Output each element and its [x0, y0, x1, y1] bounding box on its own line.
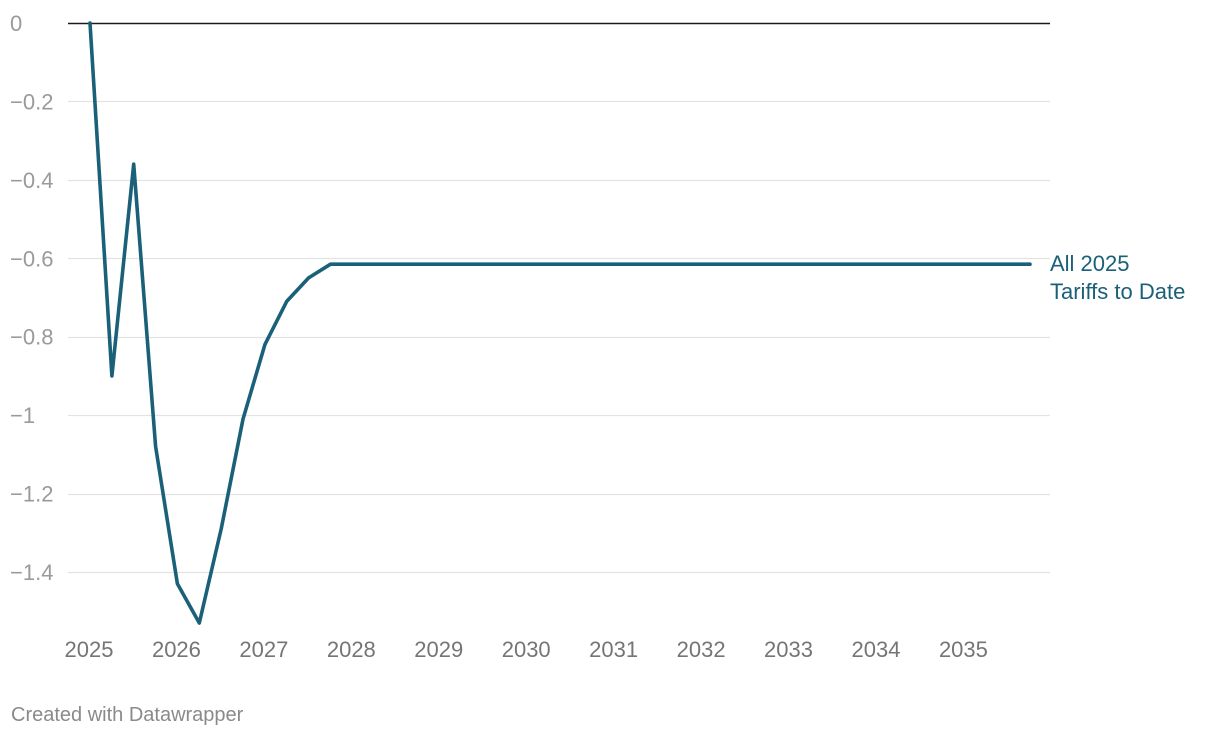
gridlines [68, 22, 1050, 574]
x-tick-label: 2025 [65, 637, 114, 662]
y-tick-label: −1.4 [10, 560, 53, 585]
y-tick-label: −0.8 [10, 325, 53, 350]
x-tick-label: 2034 [852, 637, 901, 662]
y-tick-label: −1 [10, 403, 35, 428]
x-tick-label: 2035 [939, 637, 988, 662]
series-line [88, 21, 1032, 625]
x-tick-label: 2028 [327, 637, 376, 662]
x-tick-label: 2032 [677, 637, 726, 662]
y-axis-tick-labels: 0 −0.2 −0.4 −0.6 −0.8 −1 −1.2 −1.4 [10, 11, 53, 585]
series-labels: All 2025 Tariffs to Date [1050, 251, 1185, 304]
series-label: All 2025 [1050, 251, 1130, 276]
x-tick-label: 2031 [589, 637, 638, 662]
x-tick-label: 2030 [502, 637, 551, 662]
y-tick-label: −0.4 [10, 168, 53, 193]
x-tick-label: 2026 [152, 637, 201, 662]
y-tick-label: −1.2 [10, 482, 53, 507]
footer-credit: Created with Datawrapper [11, 704, 244, 726]
y-tick-label: −0.2 [10, 89, 53, 114]
x-axis-tick-labels: 2025 2026 2027 2028 2029 2030 2031 2032 2033 2034… [65, 637, 988, 662]
y-tick-label: 0 [10, 11, 22, 36]
series-label: Tariffs to Date [1050, 279, 1185, 304]
series-layer [88, 21, 1032, 625]
line-chart: 0 −0.2 −0.4 −0.6 −0.8 −1 −1.2 −1.4 2025 2026 2027… [10, 11, 1185, 662]
x-tick-label: 2033 [764, 637, 813, 662]
y-tick-label: −0.6 [10, 246, 53, 271]
x-tick-label: 2029 [414, 637, 463, 662]
x-tick-label: 2027 [239, 637, 288, 662]
